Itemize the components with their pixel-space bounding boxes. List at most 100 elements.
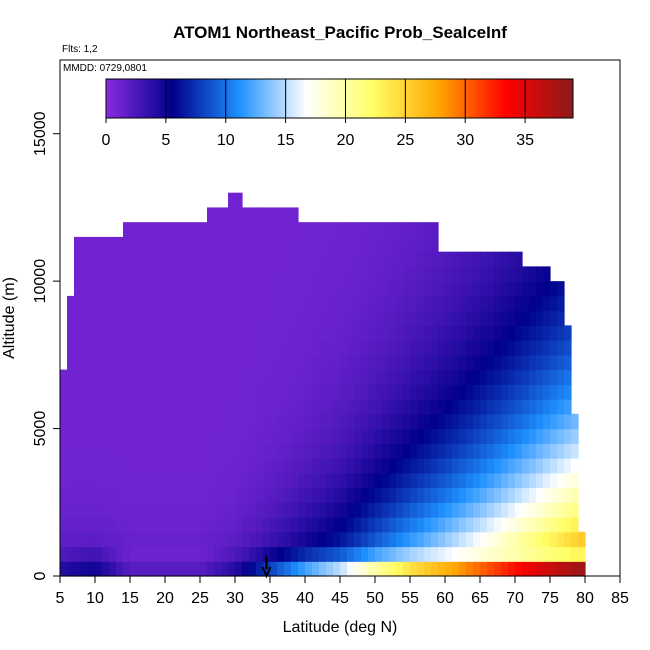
heatmap-cell bbox=[466, 502, 474, 518]
heatmap-cell bbox=[256, 310, 264, 326]
heatmap-cell bbox=[403, 295, 411, 312]
heatmap-cell bbox=[522, 443, 530, 459]
heatmap-cell bbox=[494, 399, 502, 415]
heatmap-cell bbox=[235, 428, 243, 444]
heatmap-cell bbox=[109, 340, 117, 356]
heatmap-cell bbox=[347, 369, 355, 385]
heatmap-cell bbox=[459, 340, 467, 356]
heatmap-cell bbox=[564, 517, 572, 533]
heatmap-cell bbox=[501, 354, 509, 371]
heatmap-cell bbox=[249, 428, 257, 444]
heatmap-cell bbox=[158, 295, 166, 312]
heatmap-cell bbox=[354, 354, 362, 371]
heatmap-cell bbox=[130, 340, 138, 356]
heatmap-cell bbox=[137, 413, 145, 430]
heatmap-cell bbox=[536, 369, 544, 385]
heatmap-cell bbox=[550, 310, 558, 326]
heatmap-cell bbox=[249, 340, 257, 356]
heatmap-cell bbox=[214, 266, 222, 282]
heatmap-cell bbox=[242, 458, 250, 474]
heatmap-cell bbox=[389, 517, 397, 533]
heatmap-cell bbox=[207, 222, 215, 238]
heatmap-cell bbox=[130, 531, 138, 548]
heatmap-cell bbox=[88, 251, 96, 267]
x-tick-label: 85 bbox=[611, 590, 629, 607]
heatmap-cell bbox=[326, 236, 334, 253]
heatmap-cell bbox=[123, 222, 131, 238]
heatmap-cell bbox=[368, 310, 376, 326]
heatmap-cell bbox=[494, 531, 502, 548]
heatmap-cell bbox=[557, 295, 565, 312]
heatmap-cell bbox=[207, 472, 215, 489]
heatmap-cell bbox=[74, 354, 82, 371]
heatmap-cell bbox=[214, 517, 222, 533]
heatmap-cell bbox=[480, 266, 488, 282]
heatmap-cell bbox=[277, 222, 285, 238]
heatmap-cell bbox=[207, 458, 215, 474]
heatmap-cell bbox=[333, 458, 341, 474]
heatmap-cell bbox=[165, 251, 173, 267]
heatmap-cell bbox=[389, 472, 397, 489]
heatmap-cell bbox=[529, 443, 537, 459]
heatmap-cell bbox=[277, 428, 285, 444]
heatmap-cell bbox=[403, 502, 411, 518]
heatmap-cell bbox=[228, 487, 236, 503]
heatmap-cell bbox=[81, 340, 89, 356]
heatmap-cell bbox=[410, 561, 418, 577]
plot-area bbox=[60, 192, 586, 579]
heatmap-cell bbox=[557, 458, 565, 474]
heatmap-cell bbox=[305, 369, 313, 385]
heatmap-cell bbox=[403, 487, 411, 503]
heatmap-cell bbox=[396, 546, 404, 562]
heatmap-cell bbox=[326, 517, 334, 533]
heatmap-cell bbox=[403, 251, 411, 267]
heatmap-cell bbox=[207, 251, 215, 267]
heatmap-cell bbox=[137, 369, 145, 385]
heatmap-cell bbox=[375, 281, 383, 297]
heatmap-cell bbox=[536, 354, 544, 371]
heatmap-cell bbox=[368, 236, 376, 253]
heatmap-cell bbox=[536, 517, 544, 533]
heatmap-cell bbox=[452, 281, 460, 297]
heatmap-cell bbox=[242, 517, 250, 533]
heatmap-cell bbox=[333, 266, 341, 282]
heatmap-cell bbox=[158, 561, 166, 577]
heatmap-cell bbox=[389, 531, 397, 548]
heatmap-cell bbox=[368, 354, 376, 371]
heatmap-cell bbox=[312, 561, 320, 577]
heatmap-cell bbox=[354, 531, 362, 548]
heatmap-cell bbox=[445, 502, 453, 518]
heatmap-cell bbox=[494, 561, 502, 577]
heatmap-cell bbox=[536, 325, 544, 341]
heatmap-cell bbox=[354, 443, 362, 459]
heatmap-cell bbox=[515, 384, 523, 400]
heatmap-cell bbox=[256, 561, 264, 577]
heatmap-cell bbox=[284, 340, 292, 356]
heatmap-cell bbox=[291, 236, 299, 253]
heatmap-cell bbox=[165, 369, 173, 385]
heatmap-cell bbox=[550, 502, 558, 518]
heatmap-cell bbox=[95, 354, 103, 371]
colorbar-rect bbox=[105, 78, 574, 119]
heatmap-cell bbox=[116, 354, 124, 371]
heatmap-cell bbox=[515, 487, 523, 503]
heatmap-cell bbox=[214, 546, 222, 562]
heatmap-cell bbox=[494, 458, 502, 474]
heatmap-cell bbox=[88, 428, 96, 444]
heatmap-cell bbox=[529, 517, 537, 533]
heatmap-cell bbox=[382, 354, 390, 371]
heatmap-cell bbox=[508, 369, 516, 385]
heatmap-cell bbox=[501, 384, 509, 400]
heatmap-cell bbox=[151, 266, 159, 282]
heatmap-cell bbox=[312, 325, 320, 341]
heatmap-cell bbox=[550, 561, 558, 577]
heatmap-cell bbox=[144, 236, 152, 253]
heatmap-cell bbox=[396, 502, 404, 518]
heatmap-cell bbox=[319, 443, 327, 459]
heatmap-cell bbox=[130, 266, 138, 282]
heatmap-cell bbox=[228, 251, 236, 267]
heatmap-cell bbox=[172, 487, 180, 503]
heatmap-cell bbox=[298, 517, 306, 533]
heatmap-cell bbox=[249, 369, 257, 385]
heatmap-cell bbox=[186, 354, 194, 371]
